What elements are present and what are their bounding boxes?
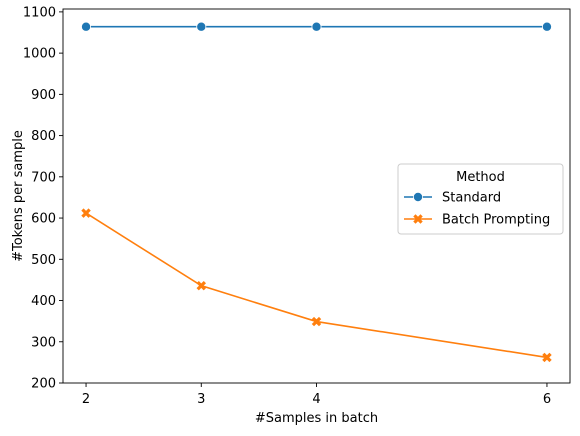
data-point xyxy=(542,352,552,363)
legend-label: Batch Prompting xyxy=(442,213,550,228)
data-point xyxy=(81,208,91,218)
legend-marker xyxy=(412,191,423,202)
legend-title: Method xyxy=(456,170,505,185)
series-standard xyxy=(81,21,552,32)
data-point xyxy=(541,21,552,32)
y-tick-label: 800 xyxy=(31,129,56,144)
y-tick-label: 500 xyxy=(31,253,56,268)
y-tick-label: 400 xyxy=(31,294,56,309)
data-point xyxy=(311,316,322,327)
y-tick-label: 1100 xyxy=(23,5,56,20)
y-tick-label: 1000 xyxy=(23,47,56,62)
x-tick-label: 2 xyxy=(82,392,90,407)
series-layer xyxy=(81,21,552,363)
legend-item: Standard xyxy=(404,191,501,206)
legend-marker xyxy=(413,214,423,224)
legend-box xyxy=(397,163,564,235)
x-tick-label: 3 xyxy=(197,392,205,407)
y-tick-label: 600 xyxy=(31,212,56,227)
x-tick-label: 6 xyxy=(543,392,551,407)
y-axis-label: #Tokens per sample xyxy=(11,130,26,262)
legend: Method Standard Batch Prompting xyxy=(397,163,564,235)
data-point xyxy=(196,21,207,32)
y-tick-label: 700 xyxy=(31,170,56,185)
y-tick-label: 900 xyxy=(31,88,56,103)
axes-layer: 2 3 4 6 200 300 400 500 600 700 800 900 1000 1100 xyxy=(23,5,571,407)
data-point xyxy=(196,280,207,291)
series-batch-prompting xyxy=(81,208,552,363)
y-tick-label: 300 xyxy=(31,335,56,350)
data-point xyxy=(81,21,92,32)
x-axis-label: #Samples in batch xyxy=(255,411,378,426)
legend-item: Batch Prompting xyxy=(404,213,550,228)
legend-label: Standard xyxy=(442,191,501,206)
y-tick-label: 200 xyxy=(31,377,56,392)
x-tick-label: 4 xyxy=(312,392,320,407)
series-line xyxy=(85,212,548,359)
data-point xyxy=(311,21,322,32)
